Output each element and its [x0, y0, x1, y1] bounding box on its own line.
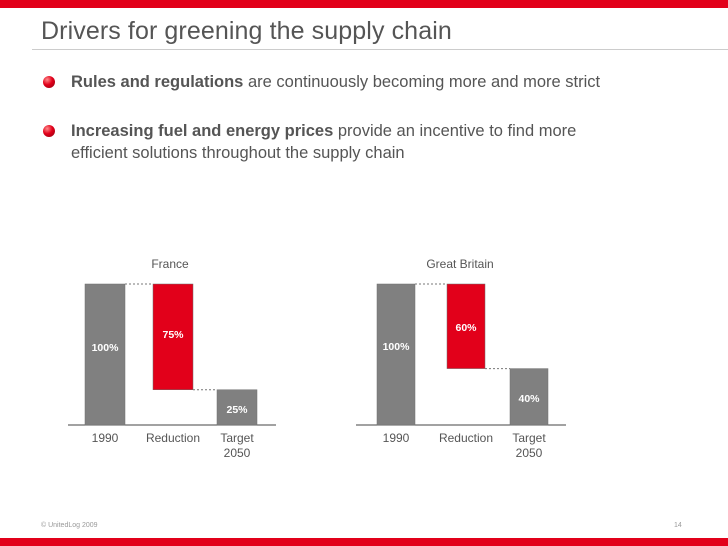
- slide-title: Drivers for greening the supply chain: [41, 17, 452, 45]
- france-category-label: 1990: [92, 431, 119, 445]
- title-divider: [32, 49, 728, 50]
- france-bar-target-2050: [216, 389, 258, 426]
- france-bar-1990: [84, 283, 126, 426]
- bullet-icon: [43, 76, 55, 88]
- gb-data-label: 40%: [518, 393, 540, 405]
- bullet-2-rest-line2: efficient solutions throughout the suppl…: [71, 144, 405, 162]
- bullet-2-bold: Increasing fuel and energy prices: [71, 122, 334, 140]
- gb-data-label: 60%: [455, 322, 477, 334]
- bullet-1-bold: Rules and regulations: [71, 73, 244, 91]
- gb-chart-title: Great Britain: [426, 257, 493, 271]
- gb-category-label: 2050: [516, 446, 543, 460]
- france-data-label: 100%: [92, 342, 120, 354]
- top-accent-bar: [0, 0, 728, 8]
- bullet-1-rest: are continuously becoming more and more …: [243, 73, 601, 91]
- copyright-footer: © UnitedLog 2009: [41, 522, 98, 529]
- bullet-1: Rules and regulations are continuously b…: [71, 71, 600, 93]
- bullet-icon: [43, 125, 55, 137]
- bullet-2-rest: provide an incentive to find more: [333, 122, 577, 140]
- page-number: 14: [674, 522, 682, 529]
- gb-bar-reduction: [446, 283, 486, 369]
- gb-category-label: 1990: [383, 431, 410, 445]
- france-category-label: Target: [220, 431, 254, 445]
- gb-data-label: 100%: [383, 341, 411, 353]
- gb-bar-target-2050: [509, 368, 549, 426]
- bullet-2: Increasing fuel and energy prices provid…: [71, 120, 576, 164]
- gb-category-label: Reduction: [439, 431, 493, 445]
- bottom-accent-bar: [0, 538, 728, 546]
- gb-category-label: Target: [512, 431, 546, 445]
- france-chart-title: France: [151, 257, 189, 271]
- gb-bar-1990: [376, 283, 416, 426]
- france-data-label: 75%: [162, 329, 184, 341]
- france-category-label: Reduction: [146, 431, 200, 445]
- france-category-label: 2050: [224, 446, 251, 460]
- france-bar-reduction: [152, 283, 194, 390]
- france-data-label: 25%: [226, 404, 248, 416]
